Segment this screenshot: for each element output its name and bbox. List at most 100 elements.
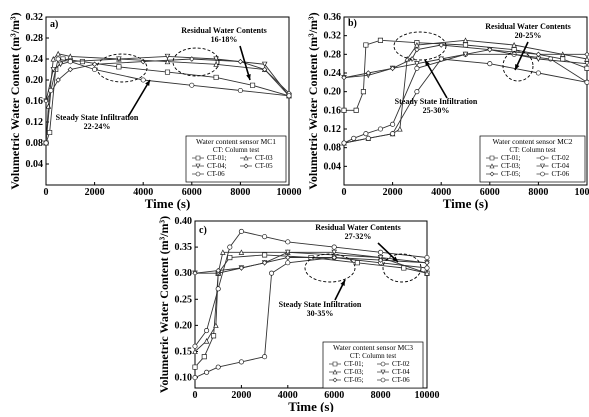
panel-letter: b) (348, 18, 357, 29)
residual-title: Residual Water Contents (485, 22, 571, 31)
data-point (364, 131, 368, 135)
legend-entry: CT-06 (392, 376, 410, 384)
x-tick-label: 0 (342, 187, 347, 198)
legend-marker (541, 156, 545, 160)
y-tick-label: 0.20 (324, 87, 342, 98)
data-point (536, 71, 540, 75)
legend-entry: CT-05; (501, 170, 521, 178)
y-tick-label: 0.28 (324, 49, 342, 60)
data-point (415, 66, 419, 70)
legend-entry: CT-06 (207, 170, 225, 178)
data-point (378, 38, 382, 42)
data-point (211, 334, 215, 338)
x-tick-label: 10000 (575, 187, 589, 198)
data-point (352, 136, 356, 140)
y-tick-label: 0.40 (175, 216, 193, 227)
x-axis-label: Time (s) (145, 196, 191, 211)
panel-letter: c) (199, 225, 207, 236)
data-point (287, 94, 291, 98)
legend-title: Water content sensor MC2 (492, 137, 572, 146)
data-point (402, 266, 406, 270)
y-tick-label: 0.36 (324, 12, 342, 23)
y-tick-label: 0.32 (26, 12, 44, 23)
legend-subtitle: CT: Column test (509, 146, 555, 154)
legend-subtitle: CT: Column test (350, 352, 396, 360)
data-point (269, 271, 273, 275)
legend-entry: CT-05 (255, 162, 273, 170)
legend-marker (541, 172, 545, 176)
y-tick-label: 0.04 (324, 161, 342, 172)
data-point (415, 89, 419, 93)
data-point (193, 375, 197, 379)
data-point (286, 261, 290, 265)
data-point (536, 52, 540, 56)
y-tick-label: 0.08 (324, 143, 342, 154)
arrow-head (246, 74, 250, 80)
x-tick-label: 8000 (371, 390, 391, 401)
legend-entry: CT-04 (392, 368, 410, 376)
x-tick-label: 10000 (415, 390, 440, 401)
legend-subtitle: CT: Column test (213, 146, 259, 154)
data-point (425, 255, 429, 259)
data-point (415, 47, 419, 51)
data-point (204, 370, 208, 374)
data-point (354, 108, 358, 112)
legend-entry: CT-01; (207, 154, 227, 162)
data-point (488, 61, 492, 65)
panel-b: 02000400060008000100000.040.080.120.160.… (306, 12, 589, 211)
x-tick-label: 8000 (528, 187, 548, 198)
data-point (92, 67, 96, 71)
data-point (585, 66, 589, 70)
data-point (204, 339, 208, 343)
legend-entry: CT-01; (501, 154, 521, 162)
legend-entry: CT-02 (552, 154, 570, 162)
legend-entry: CT-04 (552, 162, 570, 170)
data-point (193, 344, 197, 348)
data-point (49, 88, 53, 92)
data-point (238, 88, 242, 92)
data-point (216, 287, 220, 291)
y-tick-label: 0.12 (26, 117, 44, 128)
steady-range: 30-35% (307, 309, 334, 318)
data-point (216, 365, 220, 369)
legend-title: Water content sensor MC1 (196, 137, 276, 146)
data-point (378, 250, 382, 254)
legend-marker (196, 172, 200, 176)
y-tick-label: 0.30 (175, 268, 193, 279)
data-point (561, 57, 565, 61)
steady-title: Steady State Infiltration (56, 113, 139, 122)
residual-range: 16-18% (211, 35, 238, 44)
data-point (250, 83, 254, 87)
data-point (425, 266, 429, 270)
data-point (239, 360, 243, 364)
data-point (342, 108, 346, 112)
x-tick-label: 8000 (230, 187, 250, 198)
x-tick-label: 10000 (277, 187, 302, 198)
legend-entry: CT-06 (552, 170, 570, 178)
residual-title: Residual Water Contents (181, 26, 267, 35)
legend-entry: CT-03; (344, 368, 364, 376)
steady-range: 25-30% (423, 106, 450, 115)
x-tick-label: 0 (193, 390, 198, 401)
data-point (390, 122, 394, 126)
x-axis-label: Time (s) (288, 399, 334, 412)
legend-marker (381, 378, 385, 382)
x-axis-label: Time (s) (443, 196, 489, 211)
y-tick-label: 0.16 (26, 96, 44, 107)
y-tick-label: 0.35 (175, 242, 193, 253)
legend-title: Water content sensor MC3 (333, 343, 413, 352)
data-point (286, 240, 290, 244)
data-point (238, 59, 242, 63)
data-point (80, 59, 84, 63)
data-point (202, 354, 206, 358)
data-point (214, 75, 218, 79)
y-tick-label: 0.20 (26, 75, 44, 86)
y-tick-label: 0.15 (175, 346, 193, 357)
x-tick-label: 2000 (383, 187, 403, 198)
panel-letter: a) (50, 19, 58, 30)
data-point (332, 245, 336, 249)
